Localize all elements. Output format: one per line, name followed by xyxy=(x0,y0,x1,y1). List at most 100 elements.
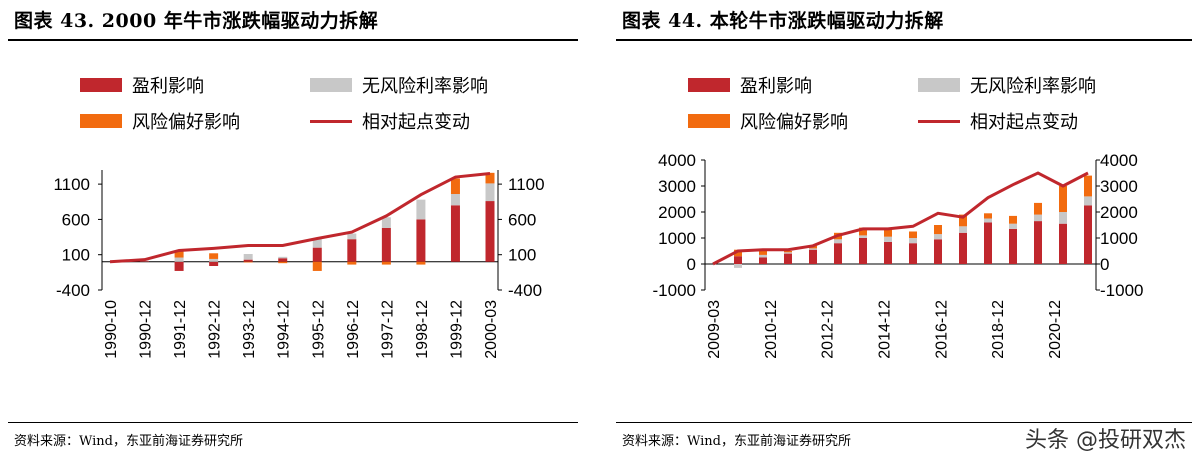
bar-riskpref xyxy=(1034,202,1042,215)
bar-riskfree xyxy=(209,258,219,262)
legend-swatch xyxy=(688,114,730,128)
x-tick-label: 1991-12 xyxy=(172,300,189,359)
bar-earnings xyxy=(1059,223,1067,264)
bar-earnings xyxy=(934,239,942,264)
bar-riskfree xyxy=(278,256,288,259)
bar-riskpref xyxy=(784,251,792,253)
x-tick-label: 1995-12 xyxy=(310,300,327,359)
x-tick-label: 1998-12 xyxy=(414,300,431,359)
y-tick-label: 2000 xyxy=(658,203,696,222)
bar-earnings xyxy=(959,232,967,264)
source-note: 资料来源：Wind，东亚前海证券研究所 xyxy=(622,434,851,449)
legend-swatch xyxy=(80,78,122,92)
bar-earnings xyxy=(209,261,219,266)
title-rule xyxy=(616,39,1192,41)
y-tick-label: 4000 xyxy=(658,151,696,170)
bar-riskfree xyxy=(416,199,426,220)
bar-earnings xyxy=(809,249,817,264)
chart-title: 图表 43. 2000 年牛市涨跌幅驱动力拆解 xyxy=(14,10,379,32)
y-tick-label: 2000 xyxy=(1100,203,1138,222)
bar-riskfree xyxy=(934,234,942,240)
bar-earnings xyxy=(784,253,792,264)
bar-riskfree xyxy=(784,252,792,254)
bar-riskpref xyxy=(278,261,288,264)
x-tick-label: 1996-12 xyxy=(345,300,362,359)
y-tick-label: 1100 xyxy=(53,175,90,194)
x-tick-label: 2020-12 xyxy=(1047,300,1064,359)
legend: 盈利影响 无风险利率影响 风险偏好影响 相对起点变动 xyxy=(80,72,540,134)
legend-label: 风险偏好影响 xyxy=(740,112,848,133)
y-tick-label: 600 xyxy=(62,210,90,229)
bar-earnings xyxy=(312,247,322,262)
bar-riskfree xyxy=(243,254,253,260)
bar-riskpref xyxy=(734,249,742,257)
x-tick-label: 2012-12 xyxy=(820,300,837,359)
bar-earnings xyxy=(381,227,391,262)
legend-label: 盈利影响 xyxy=(740,76,812,97)
chart-panel-right: 图表 44. 本轮牛市涨跌幅驱动力拆解 盈利影响 无风险利率影响 风险偏好影响 … xyxy=(608,0,1200,464)
bar-riskfree xyxy=(381,217,391,228)
source-note: 资料来源：Wind，东亚前海证券研究所 xyxy=(14,434,243,449)
bar-riskfree xyxy=(734,264,742,268)
legend-item-line: 相对起点变动 xyxy=(918,108,1078,134)
legend-swatch xyxy=(918,78,960,92)
bar-earnings xyxy=(243,259,253,262)
line-relative-change xyxy=(712,171,1089,266)
bar-earnings xyxy=(347,239,357,262)
legend-swatch xyxy=(80,114,122,128)
x-tick-label: 2016-12 xyxy=(933,300,950,359)
bar-earnings xyxy=(1009,228,1017,264)
y-tick-label: 1000 xyxy=(1100,229,1138,248)
bar-riskpref xyxy=(416,261,426,265)
legend-item-line: 相对起点变动 xyxy=(310,108,470,134)
bar-riskpref xyxy=(909,231,917,238)
bar-earnings xyxy=(834,243,842,264)
source-rule xyxy=(616,422,1192,423)
x-tick-label: 2000-03 xyxy=(483,300,500,359)
bar-riskpref xyxy=(174,250,184,258)
legend-item-riskfree: 无风险利率影响 xyxy=(918,72,1096,98)
legend-item-earnings: 盈利影响 xyxy=(80,72,204,98)
bar-earnings xyxy=(416,219,426,262)
legend-label: 风险偏好影响 xyxy=(132,112,240,133)
bar-riskpref xyxy=(884,227,892,237)
bar-earnings xyxy=(450,205,460,262)
x-tick-label: 1997-12 xyxy=(379,300,396,359)
bar-riskfree xyxy=(959,226,967,233)
y-tick-label: 3000 xyxy=(1100,177,1138,196)
legend-label: 无风险利率影响 xyxy=(970,76,1096,97)
x-tick-label: 1990-12 xyxy=(138,300,155,359)
bar-riskfree xyxy=(809,248,817,250)
bar-riskpref xyxy=(485,172,495,184)
bar-riskpref xyxy=(959,214,967,227)
legend-swatch xyxy=(688,78,730,92)
bar-riskpref xyxy=(243,261,253,263)
bar-earnings xyxy=(140,261,150,262)
x-tick-label: 1994-12 xyxy=(276,300,293,359)
x-tick-label: 1990-10 xyxy=(103,300,120,359)
bar-riskfree xyxy=(1084,196,1092,206)
bar-riskfree xyxy=(859,235,867,238)
legend-item-riskpref: 风险偏好影响 xyxy=(688,108,848,134)
legend: 盈利影响 无风险利率影响 风险偏好影响 相对起点变动 xyxy=(688,72,1148,134)
bar-riskpref xyxy=(347,261,357,265)
bar-riskpref xyxy=(450,178,460,194)
bar-riskpref xyxy=(209,253,219,259)
bar-earnings xyxy=(759,257,767,264)
x-tick-label: 1999-12 xyxy=(448,300,465,359)
y-tick-label: 3000 xyxy=(658,177,696,196)
bar-earnings xyxy=(1034,221,1042,264)
bar-riskpref xyxy=(934,225,942,235)
bar-earnings xyxy=(278,258,288,262)
legend-swatch xyxy=(918,119,960,123)
bar-riskfree xyxy=(485,183,495,202)
line-relative-change xyxy=(109,172,491,264)
bar-riskfree xyxy=(759,254,767,258)
bar-riskfree xyxy=(834,239,842,244)
bar-riskpref xyxy=(1009,215,1017,224)
bar-riskpref xyxy=(1059,186,1067,212)
y-tick-label: -400 xyxy=(56,281,90,300)
bar-earnings xyxy=(859,238,867,264)
legend-label: 相对起点变动 xyxy=(970,112,1078,133)
bar-riskfree xyxy=(347,233,357,240)
